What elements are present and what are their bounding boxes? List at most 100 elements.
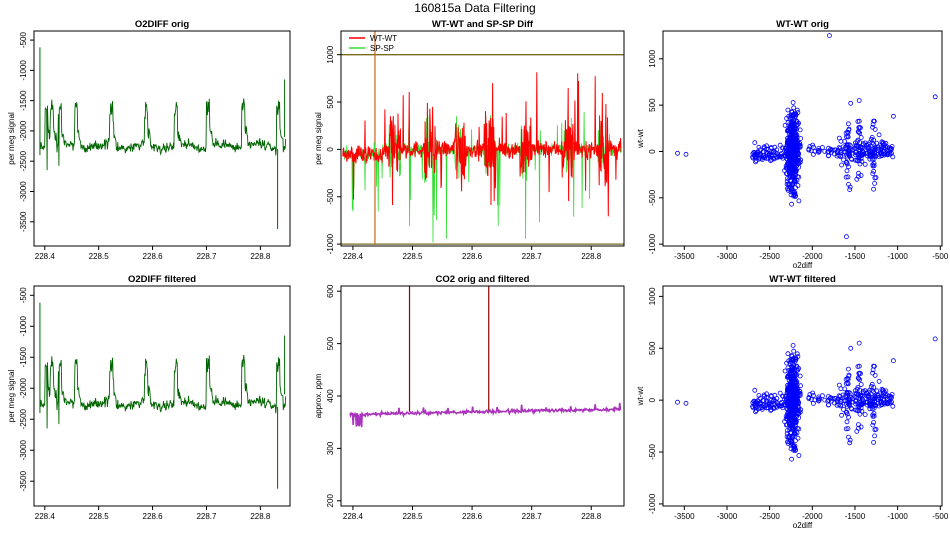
scatter-point [774,404,780,410]
scatter-point [786,358,792,364]
scatter-point [788,408,794,414]
scatter-point [849,406,855,412]
y-tick-label: -1000 [648,233,657,254]
y-tick-label: -500 [19,287,28,304]
scatter-point [876,378,882,384]
scatter-point [871,186,876,192]
scatter-point [806,147,812,153]
scatter-point [846,396,852,402]
scatter-point [870,412,876,418]
y-tick-label: 500 [648,341,657,355]
scatter-outlier [844,234,849,240]
scatter-point [876,132,882,138]
scatter-point [865,141,871,147]
scatter-point [846,121,851,127]
x-tick-label: 228.6 [462,512,483,521]
scatter-outlier [675,399,680,405]
scatter-point [816,146,822,151]
scatter-point [788,399,793,405]
scatter-point [793,169,799,175]
scatter-point [822,397,828,403]
scatter-outlier [891,113,896,119]
scatter-point [793,112,799,118]
scatter-point [808,148,814,154]
scatter-point [856,118,862,124]
scatter-point [866,146,872,152]
scatter-points [675,336,938,462]
scatter-point [871,419,876,425]
x-tick-label: -2500 [759,252,780,261]
plot-frame [340,285,625,507]
scatter-point [789,201,794,207]
scatter-outlier [848,345,854,351]
figure-title: 160815a Data Filtering [414,1,535,15]
scatter-point [794,107,800,113]
x-tick-label: 228.7 [522,252,543,261]
scatter-point [890,154,896,160]
scatter-point [845,174,851,180]
scatter-point [854,407,860,413]
scatter-point [796,453,802,458]
scatter-point [771,156,777,162]
scatter-point [755,152,761,158]
scatter-point [756,144,762,150]
scatter-outlier [683,151,689,157]
scatter-point [796,366,801,371]
scatter-point [791,105,797,111]
panel-title: O2DIFF orig [135,19,190,30]
x-tick-label: 228.4 [35,512,56,521]
scatter-point [856,129,862,135]
scatter-point [855,392,861,398]
scatter-point [889,143,895,149]
scatter-point [857,393,863,399]
scatter-point [827,396,833,401]
scatter-point [822,148,828,154]
scatter-point [789,170,795,176]
y-tick-label: -1000 [648,493,657,514]
scatter-point [793,356,799,362]
scatter-point [788,150,793,156]
scatter-point [885,400,891,405]
scatter-outlier [932,94,938,100]
y-tick-label: -500 [326,188,335,205]
scatter-point [752,140,758,146]
scatter-point [830,147,836,153]
scatter-point [890,403,896,409]
y-tick-label: -500 [648,443,657,460]
x-tick-label: -2500 [759,512,780,521]
scatter-point [784,422,790,428]
panel-title: WT-WT and SP-SP Diff [432,19,534,30]
scatter-point [790,342,796,348]
scatter-point [792,192,798,197]
scatter-point [870,422,876,428]
scatter-point [782,123,788,128]
scatter-point [783,145,788,151]
scatter-point [844,390,850,396]
chart-panel-wtwt-orig: WT-WT orig -3500 -3000 -2500 -2000 -1500 -1000… [636,19,949,270]
scatter-point [858,135,864,140]
y-axis-label: per meg signal [314,112,323,165]
scatter-point [810,142,815,148]
scatter-point [830,396,836,402]
scatter-point [793,163,799,169]
scatter-point [832,147,838,153]
scatter-point [784,128,790,134]
panel-title: O2DIFF filtered [128,274,196,285]
plot-frame [33,30,291,247]
scatter-point [826,402,831,408]
scatter-point [769,394,774,400]
x-tick-label: 228.5 [402,252,423,261]
scatter-point [796,390,802,396]
chart-panel-co2-orig-filtered: CO2 orig and filtered 228.4 228.5 228.6 228.… [314,274,625,521]
y-tick-label: -3000 [19,439,28,460]
x-tick-label: -3000 [717,252,738,261]
y-tick-label: -2000 [19,377,28,398]
scatter-point [806,396,812,401]
scatter-point [784,396,789,402]
series-line-co2 [349,402,622,428]
scatter-point [834,402,840,408]
scatter-point [856,154,862,160]
scatter-point [870,162,876,168]
scatter-point [854,176,860,182]
